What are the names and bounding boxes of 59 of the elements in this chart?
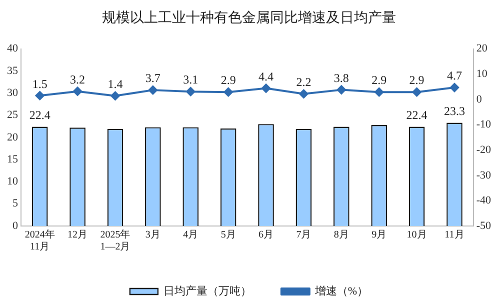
- point: [224, 88, 233, 97]
- y-tick-label: 0: [12, 220, 18, 232]
- x-tick-label: 2025年 1—2月: [100, 228, 130, 253]
- point: [336, 85, 346, 94]
- x-tick-label: 6月: [258, 230, 274, 241]
- x-tick-label: 7月: [296, 230, 312, 241]
- point: [186, 87, 196, 96]
- point: [73, 86, 82, 96]
- data-label: 23.3: [444, 104, 465, 118]
- x-tick-label: 4月: [183, 230, 198, 241]
- data-label: 3.1: [183, 72, 198, 87]
- y2-tick-label: 0: [476, 93, 482, 106]
- point: [299, 89, 308, 98]
- y2-tick-label: -40: [476, 194, 492, 207]
- point: [374, 88, 384, 97]
- x-tick-label: 3月: [145, 230, 160, 241]
- legend-label: 增速（%）: [314, 284, 368, 298]
- data-label: 2.9: [409, 73, 424, 88]
- y-tick-label: 10: [7, 176, 18, 188]
- data-label: 2.9: [220, 73, 236, 88]
- point: [450, 83, 459, 92]
- data-label: 2.9: [372, 73, 387, 88]
- x-tick-label: 8月: [334, 230, 349, 241]
- data-label: 4.4: [258, 69, 274, 84]
- data-label: 3.7: [145, 71, 160, 86]
- point: [262, 84, 271, 93]
- y2-tick-label: -50: [476, 220, 492, 232]
- point: [148, 86, 158, 95]
- data-label: 22.4: [406, 108, 428, 122]
- x-tick-label: 5月: [220, 230, 236, 241]
- y-tick-label: 30: [7, 86, 18, 99]
- y2-tick-label: -10: [476, 118, 492, 131]
- point: [412, 88, 422, 97]
- x-tick-label: 11月: [444, 230, 464, 241]
- x-tick-label: 10月: [406, 230, 427, 241]
- chart-title: 规模以上工业十种有色金属同比增速及日均产量: [102, 10, 396, 26]
- x-tick-label: 12月: [68, 230, 88, 241]
- data-label: 3.8: [334, 70, 349, 85]
- x-tick-label: 2024年 11月: [24, 228, 55, 253]
- point: [110, 91, 120, 100]
- y2-tick-label: -30: [476, 169, 492, 182]
- y-tick-label: 20: [7, 131, 18, 144]
- y-tick-label: 35: [7, 64, 18, 77]
- data-label: 4.7: [446, 68, 462, 83]
- y-tick-label: 15: [7, 153, 18, 166]
- data-label: 3.2: [70, 72, 86, 86]
- legend-label: 日均产量（万吨）: [163, 284, 252, 298]
- point: [35, 91, 44, 100]
- data-label: 22.4: [29, 108, 50, 122]
- data-label: 1.4: [108, 77, 123, 92]
- y2-tick-label: 10: [476, 68, 488, 80]
- data-label: 1.5: [32, 76, 48, 91]
- x-tick-label: 9月: [372, 230, 387, 241]
- y2-tick-label: 20: [476, 42, 488, 55]
- y-tick-label: 40: [7, 42, 18, 55]
- y-tick-label: 25: [7, 109, 18, 122]
- y-tick-label: 5: [12, 198, 18, 210]
- y2-tick-label: -20: [476, 144, 492, 156]
- data-label: 2.2: [296, 75, 312, 90]
